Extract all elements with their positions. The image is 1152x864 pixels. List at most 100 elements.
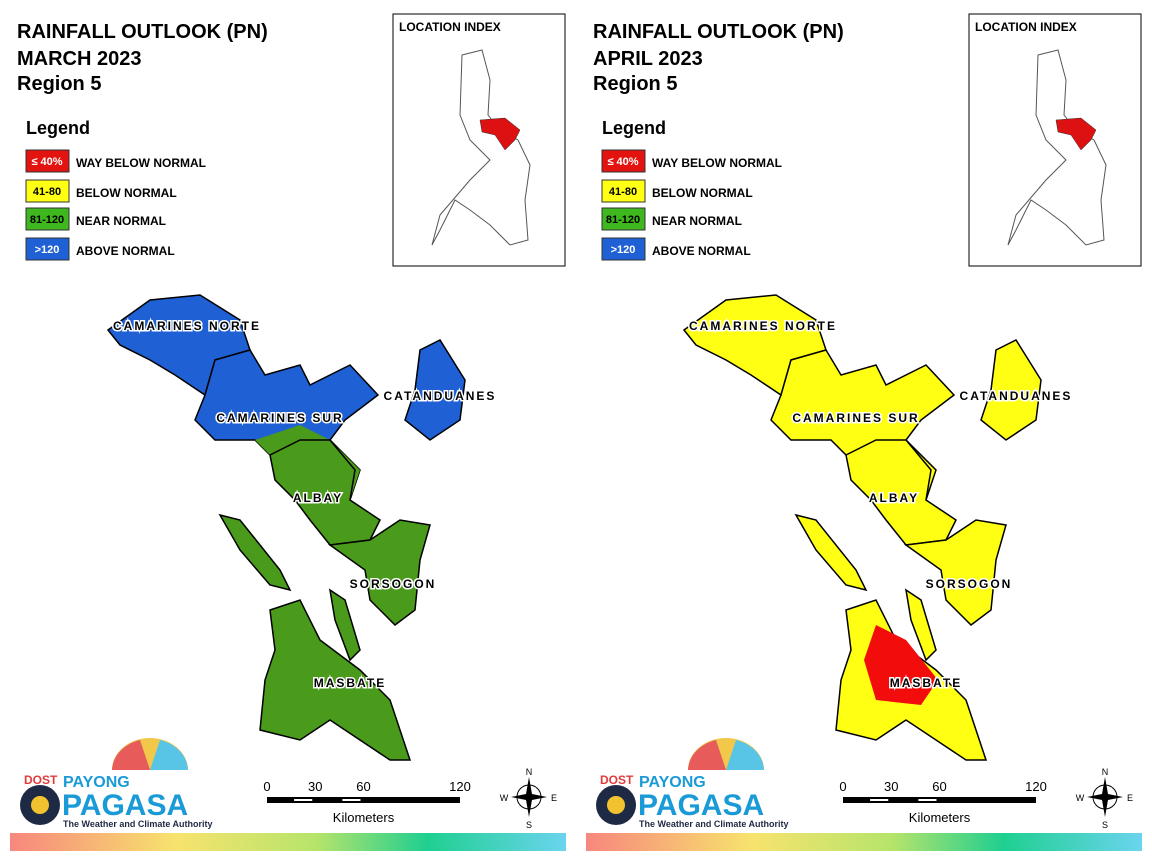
province-label: CAMARINES NORTE (689, 319, 837, 333)
province (404, 339, 466, 441)
scale-bar (267, 797, 460, 803)
scale-bar-segment (270, 799, 289, 801)
legend-label: WAY BELOW NORMAL (652, 156, 782, 170)
province-label: MASBATE (890, 676, 962, 690)
color-band (586, 833, 1142, 851)
scale-tick: 60 (356, 779, 370, 794)
logo-umbrella-right (726, 740, 764, 770)
logo-umbrella-left (688, 740, 726, 770)
legend-swatch (25, 179, 70, 203)
legend-swatch (601, 179, 646, 203)
compass-s: S (526, 820, 532, 830)
province-label: ALBAY (869, 491, 919, 505)
scale-tick: 0 (263, 779, 270, 794)
compass-star (511, 777, 547, 817)
compass-s: S (1102, 820, 1108, 830)
scale-bar-segment (318, 799, 337, 801)
scale-bar-segment (846, 799, 865, 801)
province (904, 519, 1007, 626)
logo-brand-top: PAYONG (639, 774, 706, 791)
province-label: ALBAY (293, 491, 343, 505)
scale-tick: 60 (932, 779, 946, 794)
legend-title: Legend (602, 118, 666, 138)
compass-w: W (1076, 793, 1085, 803)
scale-bar-segment (870, 799, 889, 801)
legend-range: 41-80 (609, 186, 637, 198)
scale-tick: 30 (884, 779, 898, 794)
logo-brand-top: PAYONG (63, 774, 130, 791)
compass-n: N (526, 767, 533, 777)
region: Region 5 (593, 73, 677, 95)
legend-title: Legend (26, 118, 90, 138)
scale-tick: 120 (449, 779, 471, 794)
compass-e: E (1127, 793, 1133, 803)
legend-swatch (601, 237, 646, 261)
legend-range: 81-120 (606, 214, 640, 226)
scale-bar-segment (342, 799, 361, 801)
panel: RAINFALL OUTLOOK (PN) APRIL 2023 Region 5 L… (586, 13, 1142, 851)
region: Region 5 (17, 73, 101, 95)
compass-n: N (1102, 767, 1109, 777)
compass-e: E (551, 793, 557, 803)
legend-label: BELOW NORMAL (76, 186, 177, 200)
province (328, 519, 431, 626)
title: RAINFALL OUTLOOK (PN) (593, 21, 844, 43)
province-label: MASBATE (314, 676, 386, 690)
month: APRIL 2023 (593, 48, 703, 70)
province-label: CAMARINES NORTE (113, 319, 261, 333)
compass: N S E W (500, 767, 557, 830)
logo-agency: DOST (600, 773, 634, 787)
province-label: SORSOGON (926, 577, 1013, 591)
logo-tagline: The Weather and Climate Authority (63, 819, 213, 829)
island (904, 588, 937, 662)
province-label: SORSOGON (350, 577, 437, 591)
legend-label: WAY BELOW NORMAL (76, 156, 206, 170)
scale-bar (843, 797, 1036, 803)
title: RAINFALL OUTLOOK (PN) (17, 21, 268, 43)
logo-umbrella-left (112, 740, 150, 770)
legend-swatch (25, 149, 70, 173)
legend-swatch (25, 207, 70, 231)
legend-swatch (601, 207, 646, 231)
legend-label: BELOW NORMAL (652, 186, 753, 200)
logo-agency: DOST (24, 773, 58, 787)
logo-brand: PAGASA (638, 789, 764, 822)
scale-bar-segment (894, 799, 913, 801)
scale-bar-segment (294, 799, 313, 801)
panel: RAINFALL OUTLOOK (PN) MARCH 2023 Region 5 L… (10, 13, 566, 851)
legend-label: NEAR NORMAL (76, 214, 166, 228)
compass-star (1087, 777, 1123, 817)
logo-seal-inner (31, 796, 49, 814)
legend-label: ABOVE NORMAL (76, 244, 175, 258)
legend-label: NEAR NORMAL (652, 214, 742, 228)
province (980, 339, 1042, 441)
legend-range: >120 (611, 244, 636, 256)
province (845, 439, 957, 546)
province-label: CAMARINES SUR (216, 411, 343, 425)
logo-umbrella-right (150, 740, 188, 770)
location-index-title: LOCATION INDEX (975, 20, 1077, 34)
scale-bar-segment (918, 799, 937, 801)
province-label: CATANDUANES (960, 389, 1073, 403)
legend-swatch (601, 149, 646, 173)
month: MARCH 2023 (17, 48, 141, 70)
compass-w: W (500, 793, 509, 803)
scale-tick: 0 (839, 779, 846, 794)
province (269, 439, 381, 546)
legend-range: 81-120 (30, 214, 64, 226)
color-band (10, 833, 566, 851)
region-highlight (479, 117, 521, 151)
province-label: CATANDUANES (384, 389, 497, 403)
location-index-title: LOCATION INDEX (399, 20, 501, 34)
legend-range: >120 (35, 244, 60, 256)
compass: N S E W (1076, 767, 1133, 830)
scale-unit: Kilometers (333, 810, 395, 825)
scale-tick: 120 (1025, 779, 1047, 794)
legend-label: ABOVE NORMAL (652, 244, 751, 258)
island (328, 588, 361, 662)
region-highlight (1055, 117, 1097, 151)
island (794, 513, 868, 592)
logo-tagline: The Weather and Climate Authority (639, 819, 789, 829)
